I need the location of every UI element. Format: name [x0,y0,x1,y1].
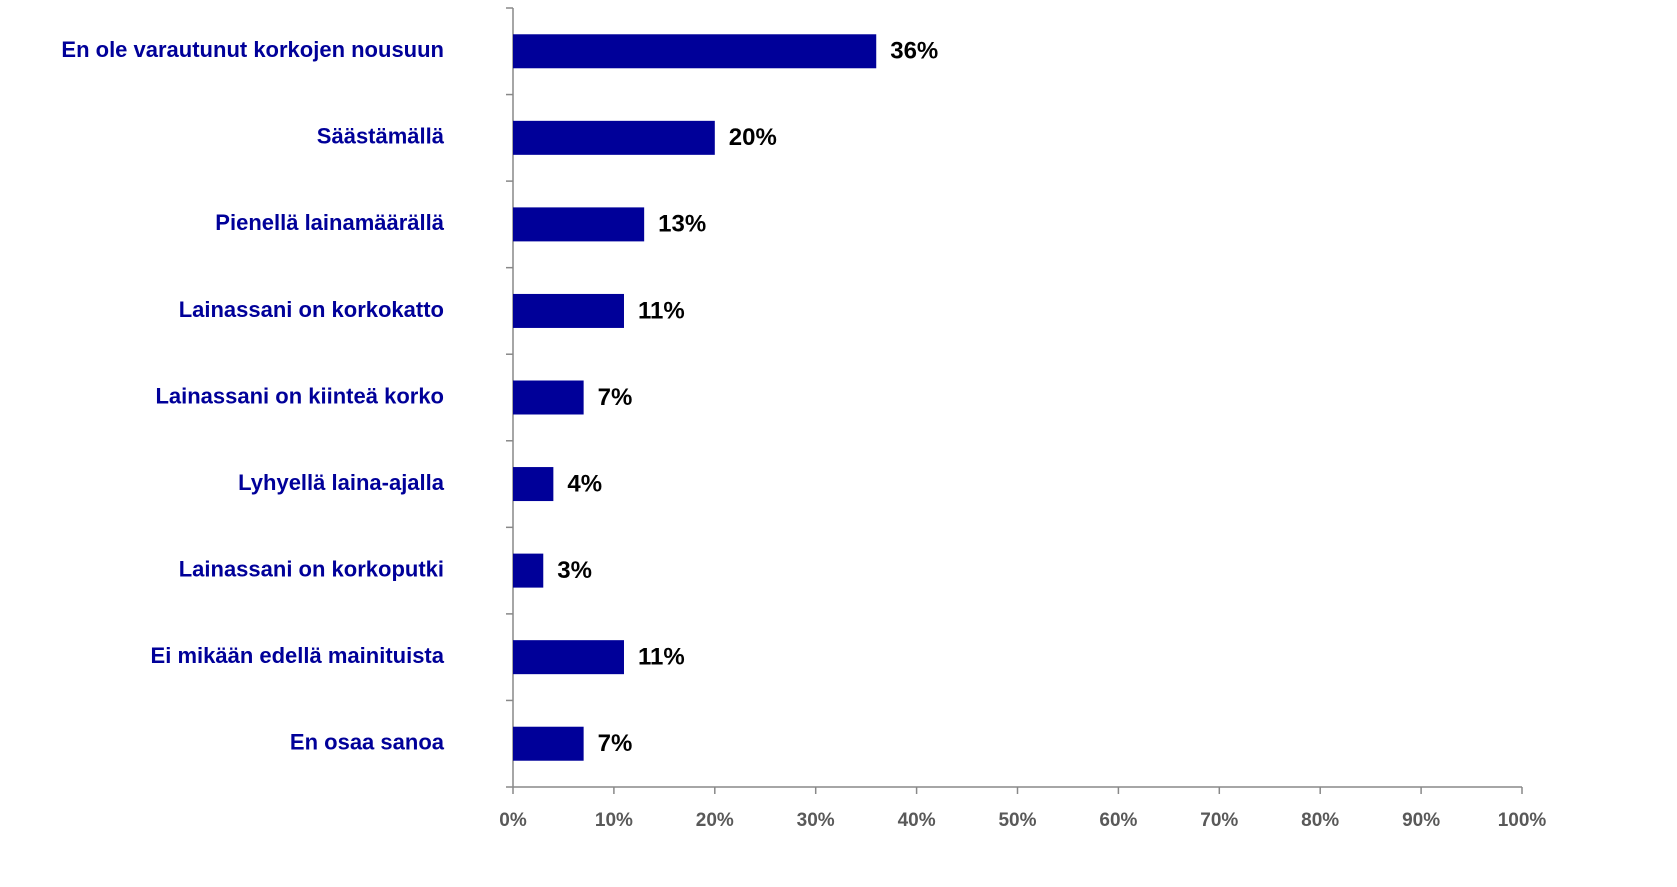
x-tick-label: 30% [797,810,835,831]
x-tick-label: 70% [1200,810,1238,831]
bar [513,553,544,588]
category-label: En osaa sanoa [290,730,445,755]
x-tick-label: 0% [499,810,527,831]
x-tick-label: 90% [1402,810,1440,831]
category-label: Lainassani on kiinteä korko [155,383,444,408]
bar [513,640,624,675]
category-label: Lyhyellä laina-ajalla [238,470,445,495]
category-label: Ei mikään edellä mainituista [151,643,445,668]
bar [513,467,554,502]
value-label: 7% [598,730,633,757]
x-tick-label: 80% [1301,810,1339,831]
x-tick-label: 60% [1099,810,1137,831]
value-label: 20% [729,124,777,151]
value-label: 3% [557,557,592,584]
bar [513,120,715,155]
category-label: Säästämällä [317,124,445,149]
bar [513,207,645,242]
category-label: Lainassani on korkokatto [179,297,444,322]
value-label: 36% [890,38,938,65]
value-label: 11% [638,644,685,671]
category-label: Lainassani on korkoputki [179,556,444,581]
x-tick-label: 40% [898,810,936,831]
value-label: 11% [638,297,685,324]
category-label: En ole varautunut korkojen nousuun [61,37,444,62]
x-tick-label: 20% [696,810,734,831]
x-tick-label: 10% [595,810,633,831]
value-label: 4% [567,470,602,497]
value-label: 13% [658,211,706,238]
bar [513,380,584,415]
bar [513,34,877,69]
x-tick-label: 50% [998,810,1036,831]
category-label: Pienellä lainamäärällä [215,210,444,235]
value-label: 7% [598,384,633,411]
bar [513,726,584,761]
bar [513,293,624,328]
x-tick-label: 100% [1498,810,1547,831]
